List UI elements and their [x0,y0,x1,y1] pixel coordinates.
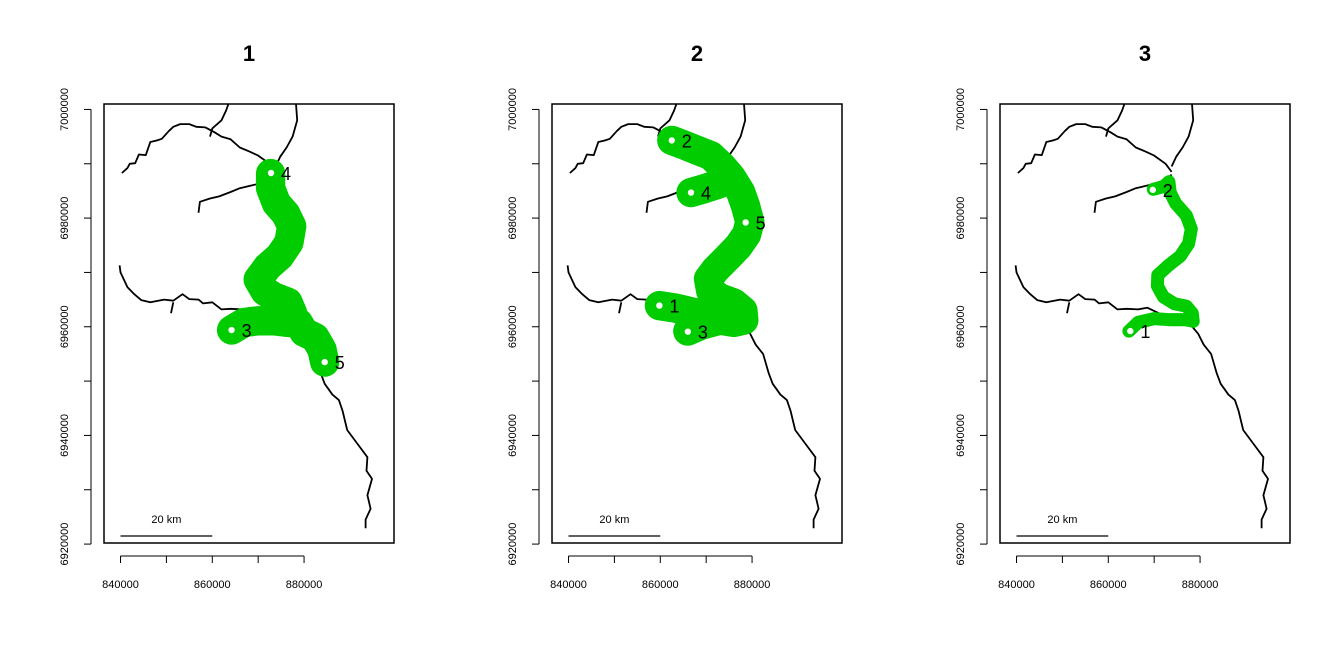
y-tick-label: 7000000 [59,88,71,131]
y-tick-label: 6960000 [507,305,519,348]
location-point-4 [265,167,277,179]
location-label-2: 2 [682,131,692,151]
river-main [118,265,373,529]
river-east-branch [1170,104,1195,167]
plot-frame [103,103,395,544]
river-south-spur [1066,302,1071,314]
river-east-branch [722,104,747,167]
x-tick-label: 880000 [286,579,323,591]
river-north-branch [209,104,230,137]
x-tick-label: 840000 [550,579,587,591]
plot-frame [551,103,843,544]
x-tick-label: 860000 [1090,579,1127,591]
y-tick-label: 6920000 [955,523,967,566]
plot-content: 1 2 3 4 5 [566,104,821,529]
river-west-branch [1017,123,1173,174]
river-main [1014,265,1269,529]
location-label-5: 5 [756,213,766,233]
plot-content: 3 4 5 [118,104,373,529]
panels: 1 840000 860000 880000 6920000 6940000 6960000… [59,41,1291,591]
movement-path-branch [676,165,741,208]
location-label-1: 1 [669,297,679,317]
location-label-5: 5 [335,353,345,373]
panel-2: 2 840000 860000 880000 6920000 6940000 6960000… [507,41,843,591]
panel-3: 3 840000 860000 880000 6920000 6940000 6960000… [955,41,1291,591]
y-tick-label: 6980000 [59,197,71,240]
x-tick-label: 860000 [642,579,679,591]
river-west-branch [121,123,277,174]
movement-path-branch [243,158,308,338]
plot-frame [999,103,1291,544]
location-point-1 [654,300,665,311]
x-tick-label: 840000 [998,579,1035,591]
x-tick-label: 880000 [1182,579,1219,591]
movement-path [657,125,765,346]
location-point-2 [1147,184,1159,196]
river-south-spur [170,302,175,314]
location-label-2: 2 [1163,181,1173,201]
movement-path [1122,175,1200,338]
y-tick-label: 6960000 [59,305,71,348]
river-east-branch [274,104,299,167]
location-point-4 [685,187,697,198]
panel-title: 2 [691,41,703,66]
y-tick-label: 6920000 [59,523,71,566]
panel-1: 1 840000 860000 880000 6920000 6940000 6960000… [59,41,395,591]
y-tick-label: 6960000 [955,305,967,348]
scale-bar-label: 20 km [151,514,181,526]
y-tick-label: 6980000 [955,197,967,240]
location-label-4: 4 [701,184,711,204]
location-point-1 [1125,325,1136,337]
plot-content: 12 [1014,104,1269,529]
river-south-spur [618,302,623,314]
y-tick-label: 6980000 [507,197,519,240]
location-point-3 [226,324,237,336]
y-tick-label: 7000000 [955,88,967,131]
location-label-3: 3 [242,321,252,341]
y-tick-label: 7000000 [507,88,519,131]
y-tick-label: 6940000 [59,414,71,457]
panel-title: 3 [1139,41,1151,66]
y-tick-label: 6940000 [507,414,519,457]
x-tick-label: 880000 [734,579,771,591]
location-label-1: 1 [1140,322,1150,342]
movement-path-branch [644,290,740,334]
location-point-3 [682,326,694,337]
scale-bar-label: 20 km [1047,514,1077,526]
scale-bar-label: 20 km [599,514,629,526]
river-north-branch [657,104,678,137]
location-point-5 [740,217,751,228]
x-tick-label: 860000 [194,579,231,591]
x-tick-label: 840000 [102,579,139,591]
location-point-2 [666,135,677,146]
location-label-4: 4 [281,164,291,184]
location-point-5 [319,356,330,368]
river-north-branch [1105,104,1126,137]
y-tick-label: 6940000 [955,414,967,457]
y-tick-label: 6920000 [507,523,519,566]
location-label-3: 3 [698,323,708,343]
panel-title: 1 [243,41,255,66]
